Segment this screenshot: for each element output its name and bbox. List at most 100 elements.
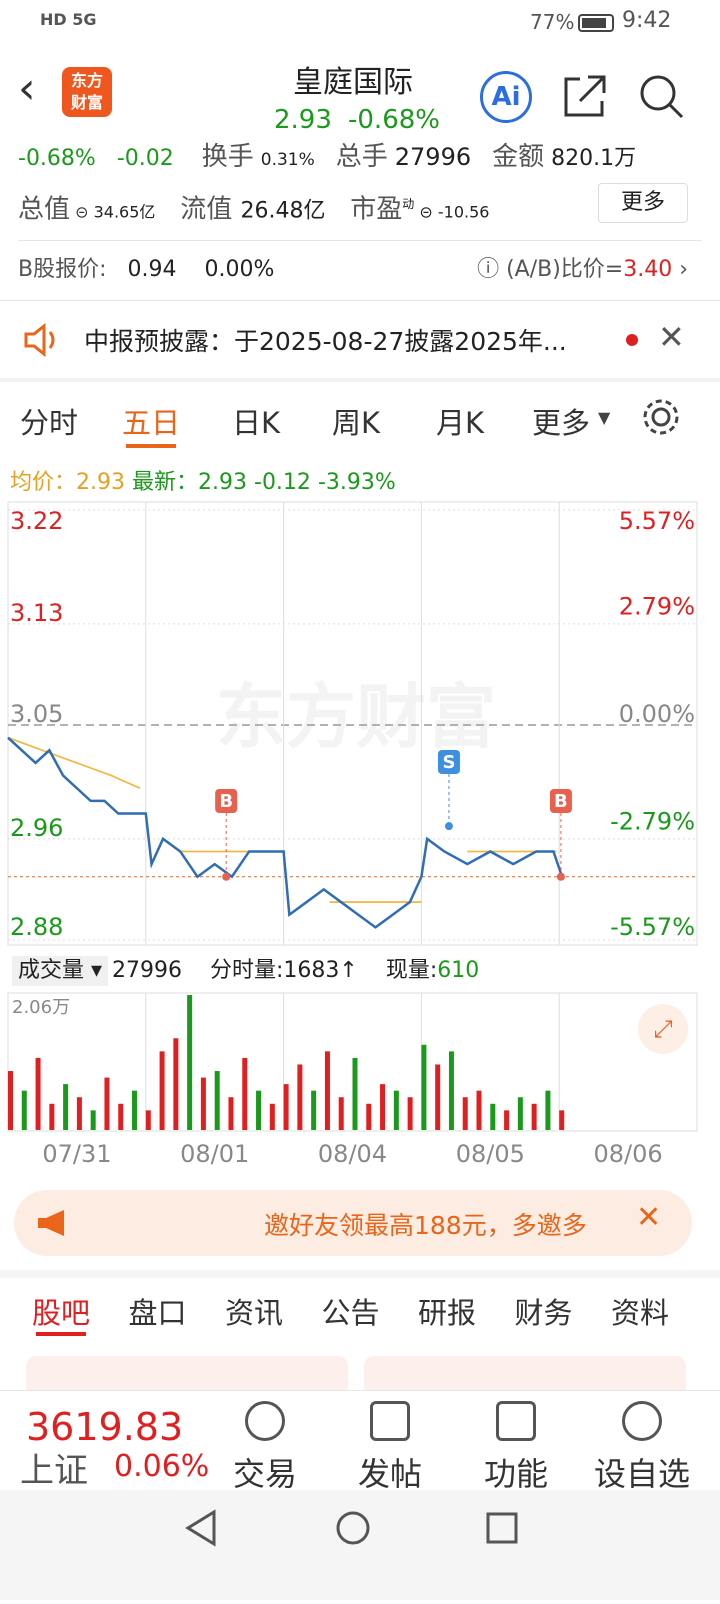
volume-bar [118,1103,124,1130]
volume-bar [352,1057,358,1130]
value: 2.93 [198,470,247,495]
header: ‹ 东方 财富 皇庭国际 2.93 -0.68% Ai [0,45,720,140]
section-tab[interactable]: 公告 [321,1296,380,1330]
index-value[interactable]: 3619.83 [26,1405,184,1449]
volume-bar [173,1038,179,1130]
shape [643,399,679,435]
nav-icon[interactable] [245,1401,285,1441]
shape [336,1511,370,1545]
settings[interactable] [640,396,682,438]
banner[interactable]: 邀好友领最高188元，多邀多 ✕ [14,1190,692,1256]
section-tab[interactable]: 财务 [514,1296,573,1330]
section-tab[interactable]: 资讯 [225,1296,284,1330]
price-line [7,736,557,903]
volume-bar [393,1090,399,1130]
value: 3.40 [623,257,673,282]
b-share-row: B股报价: 0.94 0.00% [18,254,274,286]
chart-tab[interactable]: 五日 [122,406,181,440]
volume-bar [462,1097,468,1130]
title: 皇庭国际 [293,65,413,100]
divider [0,300,720,301]
system-buttons [185,1509,518,1547]
value: 34.65亿 [93,202,156,222]
volume-bar [200,1077,206,1130]
value: -10.56 [437,202,490,222]
volume-selector[interactable]: 成交量 ▾ [12,956,109,986]
system-nav [0,1490,720,1600]
chart-tab[interactable]: 月K [436,406,485,440]
value: 26.48亿 [240,198,326,224]
y-tick-label: 2.96 [10,814,63,842]
back[interactable]: ‹ [18,63,36,114]
chart-tab[interactable]: 日K [232,406,281,440]
section-tab[interactable]: 股吧 [32,1296,91,1330]
label: 总手 [335,142,388,172]
price: 2.93 [274,105,332,135]
search[interactable] [638,73,686,121]
shape [48,331,55,349]
volume-bar [297,1064,303,1130]
section-tab[interactable]: 资料 [611,1296,670,1330]
tab-underline [36,1332,86,1336]
volume-bar [132,1090,138,1130]
shape [185,1509,216,1547]
value: 2.93 [76,470,125,495]
close[interactable]: ✕ [636,1200,662,1235]
value: 27996 [112,958,182,983]
chart-tab[interactable]: 分时 [20,406,79,440]
x-tick-label: 08/06 [594,1140,663,1168]
nav-icon[interactable] [496,1401,536,1441]
ai-button[interactable]: Ai [480,71,532,123]
volume-bar [366,1103,372,1130]
label: 成交量 [18,958,85,983]
y2-tick-label: 0.00% [619,700,695,728]
logo: 东方 财富 [62,67,112,117]
x-tick-label: 07/31 [42,1140,111,1168]
shape [582,18,606,28]
expand[interactable]: ⤢ [638,1004,688,1054]
close[interactable]: ✕ [658,318,685,356]
change: -0.02 [116,146,174,171]
more-button[interactable]: 更多 [598,183,688,223]
nav-icon[interactable] [370,1401,410,1441]
index-name: 上证 [20,1451,88,1491]
section-tab[interactable]: 研报 [418,1296,477,1330]
nav-label[interactable]: 设自选 [593,1455,690,1493]
volume-bar [49,1103,55,1130]
value: 27996 [394,143,472,171]
banner-text: 邀好友领最高188元，多邀多 [264,1211,587,1240]
trade-label: S [442,752,455,773]
trade-label: B [554,791,568,812]
volume-bar [76,1097,82,1130]
trade-point [556,872,565,881]
value: 1683↑ [283,958,358,983]
card[interactable] [364,1356,686,1396]
volume-bar [448,1051,454,1130]
y2-tick-label: 2.79% [619,592,695,620]
volume-bar [8,1071,13,1130]
volume-bar [311,1090,317,1130]
chart-tab[interactable]: 更多 [532,406,591,440]
notice[interactable]: 中报预披露：于2025-08-27披露2025年... [84,327,567,356]
share[interactable] [562,73,608,119]
chart-tab[interactable]: 周K [332,406,381,440]
nav-label[interactable]: 发帖 [357,1455,422,1493]
value: -0.12 [254,470,311,495]
shape: ⊝ [414,202,438,222]
nav-label[interactable]: 交易 [232,1455,297,1493]
quote-row-2: 总值 ⊝ 34.65亿 流值 26.48亿 市盈动 ⊝ -10.56 [18,184,489,233]
megaphone [38,1210,64,1236]
y2-tick-label: -2.79% [610,808,695,836]
value: 610 [437,958,480,983]
section-tab[interactable]: 盘口 [128,1296,187,1330]
nav-icon[interactable] [622,1401,662,1441]
chart: 东方财富 2.88 2.96 3.05 3.13 3.22 -5.57% -2.79% 0.00… [7,501,698,1168]
x-tick-label: 08/01 [180,1140,249,1168]
value: -3.93% [317,470,396,495]
x-tick-label: 08/05 [456,1140,525,1168]
label: 金额 [492,142,545,172]
card[interactable] [26,1356,348,1396]
nav-label[interactable]: 功能 [483,1455,548,1493]
ab-ratio[interactable]: ⓘ (A/B)比价=3.40 › [477,254,688,286]
label: 换手 [201,142,254,172]
